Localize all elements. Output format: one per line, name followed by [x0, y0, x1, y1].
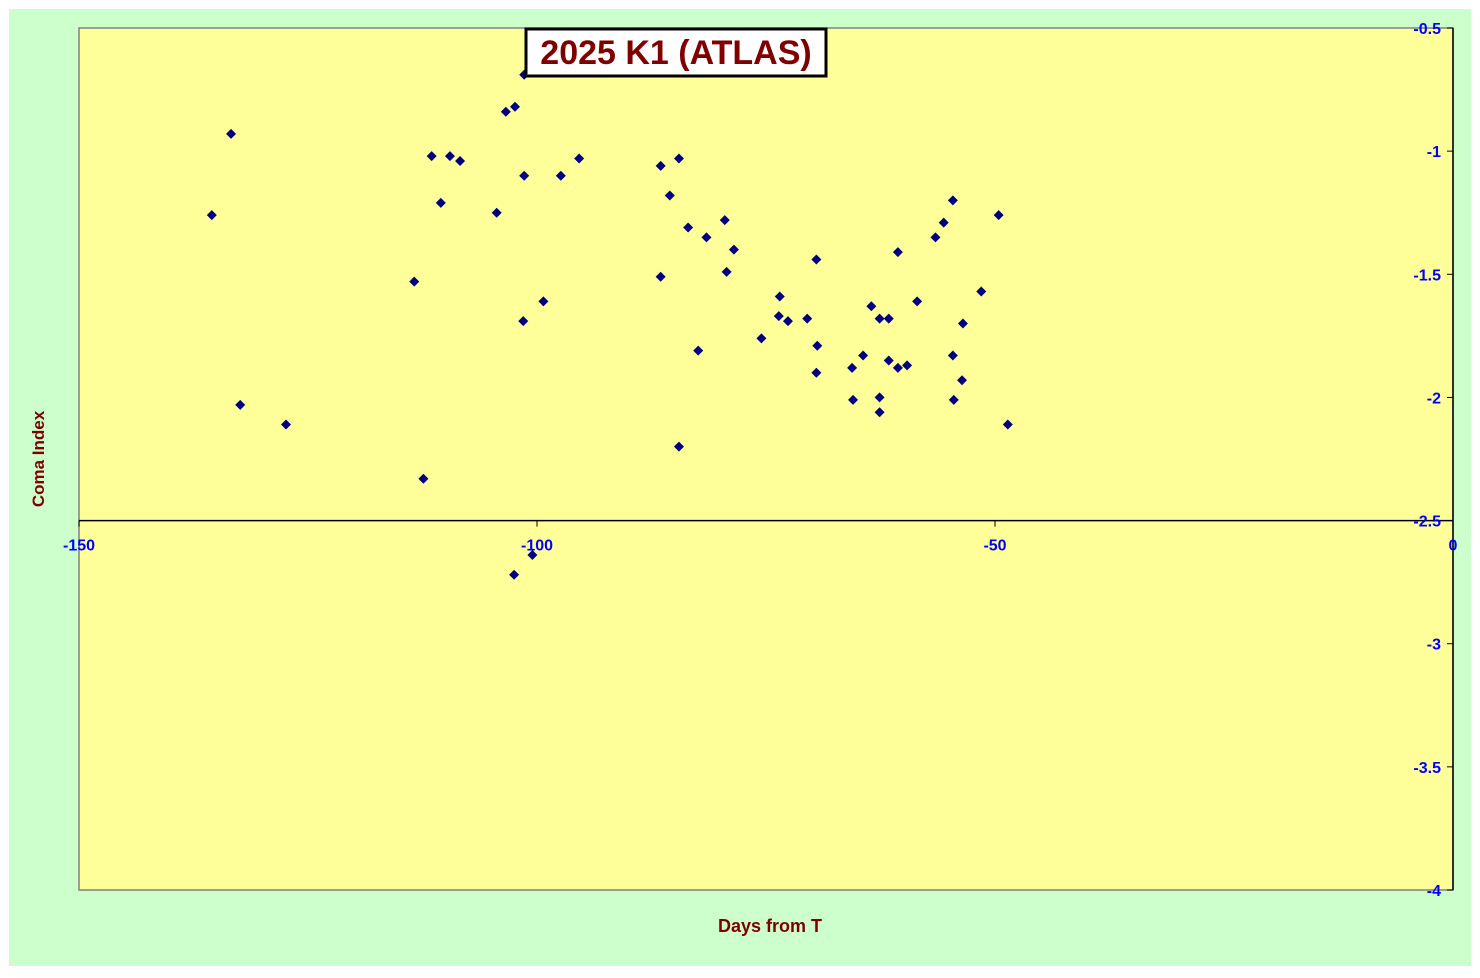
point — [509, 569, 520, 580]
chart-title: 2025 K1 (ATLAS) — [540, 34, 811, 72]
point — [993, 210, 1004, 221]
point — [235, 399, 246, 410]
point — [719, 215, 730, 226]
y-tick-label: -1 — [1427, 144, 1441, 161]
point — [721, 266, 732, 277]
x-tick-label: -150 — [63, 538, 95, 555]
point — [409, 276, 420, 287]
point — [957, 318, 968, 329]
y-tick-label: -3 — [1427, 637, 1441, 654]
point — [756, 333, 767, 344]
point — [930, 232, 941, 243]
point — [701, 232, 712, 243]
point — [519, 170, 530, 181]
title-box — [524, 27, 828, 78]
point — [226, 128, 237, 139]
point — [574, 153, 585, 164]
point — [938, 217, 949, 228]
point — [555, 170, 566, 181]
y-tick-label: -2.5 — [1413, 514, 1441, 531]
point — [782, 316, 793, 327]
point — [728, 244, 739, 255]
point — [281, 419, 292, 430]
point — [874, 407, 885, 418]
point — [693, 345, 704, 356]
point — [812, 340, 823, 351]
point — [947, 350, 958, 361]
point — [491, 207, 502, 218]
point — [847, 362, 858, 373]
y-tick-label: -0.5 — [1413, 21, 1441, 38]
point — [902, 360, 913, 371]
point — [655, 160, 666, 171]
point — [510, 101, 521, 112]
y-tick-label: -3.5 — [1413, 760, 1441, 777]
point — [858, 350, 869, 361]
point — [538, 296, 549, 307]
plot-area — [78, 27, 1454, 891]
point — [664, 190, 675, 201]
point — [426, 151, 437, 162]
point — [811, 254, 822, 265]
point — [892, 362, 903, 373]
point — [435, 197, 446, 208]
point — [892, 247, 903, 258]
point — [947, 195, 958, 206]
y-tick-label: -4 — [1427, 883, 1441, 900]
point — [811, 367, 822, 378]
point — [500, 106, 511, 117]
point — [848, 394, 859, 405]
y-tick-label: -2 — [1427, 390, 1441, 407]
point — [418, 473, 429, 484]
point — [874, 313, 885, 324]
point — [957, 375, 968, 386]
x-tick-label: 0 — [1449, 538, 1458, 555]
point — [1002, 419, 1013, 430]
point — [774, 291, 785, 302]
point — [883, 355, 894, 366]
point — [206, 210, 217, 221]
point — [883, 313, 894, 324]
point — [655, 271, 666, 282]
point — [673, 153, 684, 164]
point — [527, 550, 538, 561]
point — [948, 394, 959, 405]
point — [444, 151, 455, 162]
point — [866, 301, 877, 312]
point — [455, 155, 466, 166]
point — [518, 316, 529, 327]
x-tick-label: -50 — [983, 538, 1006, 555]
point — [874, 392, 885, 403]
point — [802, 313, 813, 324]
point — [673, 441, 684, 452]
point — [683, 222, 694, 233]
point — [773, 311, 784, 322]
x-tick-label: -100 — [521, 538, 553, 555]
point — [976, 286, 987, 297]
point — [912, 296, 923, 307]
y-axis-label: Coma Index — [29, 410, 48, 507]
x-axis-label: Days from T — [718, 916, 822, 936]
marks: -150 -100 -50 0 -0.5 -1 -1.5 -2 -2.5 -3 -3.5 -4 — [63, 21, 1458, 900]
y-tick-label: -1.5 — [1413, 267, 1441, 284]
